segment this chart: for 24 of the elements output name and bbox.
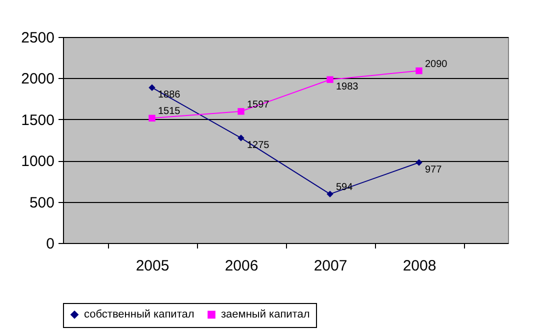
data-label: 977 <box>425 164 442 176</box>
x-tick-label: 2006 <box>224 258 258 274</box>
point <box>416 67 422 74</box>
legend-label: заемный капитал <box>221 308 310 321</box>
data-label: 1515 <box>158 106 181 118</box>
legend-label: собственный капитал <box>84 308 194 321</box>
x-tick-label: 2005 <box>136 258 170 274</box>
y-tick-label: 2500 <box>21 30 54 46</box>
point <box>416 159 422 166</box>
y-tick-label: 0 <box>46 236 54 252</box>
point <box>148 84 156 91</box>
y-tick-label: 1500 <box>21 112 54 129</box>
x-tick-label: 2007 <box>314 258 348 274</box>
y-tick-label: 1000 <box>21 153 54 170</box>
y-tick-label: 500 <box>29 194 54 212</box>
data-label: 1983 <box>336 82 359 93</box>
point <box>326 190 334 198</box>
y-tick-label: 2000 <box>21 70 54 88</box>
data-label: 2090 <box>425 58 448 70</box>
point <box>326 76 334 83</box>
x-tick-label: 2008 <box>402 258 436 274</box>
point <box>238 134 244 142</box>
point <box>238 108 244 115</box>
point <box>148 114 156 122</box>
